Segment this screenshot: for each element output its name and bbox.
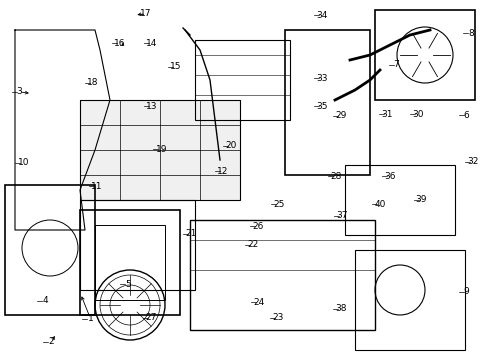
Bar xyxy=(285,30,369,175)
Text: 3: 3 xyxy=(17,87,22,96)
Bar xyxy=(80,200,195,290)
Text: 7: 7 xyxy=(393,60,399,69)
Text: 11: 11 xyxy=(91,182,102,191)
Text: 14: 14 xyxy=(145,39,157,48)
Text: 1: 1 xyxy=(87,314,93,323)
Text: 24: 24 xyxy=(253,298,264,307)
Text: 38: 38 xyxy=(335,304,346,313)
Bar xyxy=(354,250,464,350)
Text: 4: 4 xyxy=(42,296,48,305)
Text: 17: 17 xyxy=(140,9,151,18)
Text: 12: 12 xyxy=(217,166,228,175)
Text: 10: 10 xyxy=(18,158,29,167)
Text: 19: 19 xyxy=(155,145,167,154)
Text: 5: 5 xyxy=(125,280,131,289)
Text: 27: 27 xyxy=(144,313,156,322)
Bar xyxy=(80,100,240,200)
Text: 23: 23 xyxy=(271,313,283,322)
Bar xyxy=(190,220,374,330)
Text: 40: 40 xyxy=(374,200,386,209)
Text: 8: 8 xyxy=(468,29,473,37)
Text: 39: 39 xyxy=(415,195,427,204)
Text: 33: 33 xyxy=(315,74,327,83)
Text: 37: 37 xyxy=(336,211,347,220)
Text: 29: 29 xyxy=(335,112,346,120)
Text: 15: 15 xyxy=(170,62,182,71)
Text: 9: 9 xyxy=(463,287,468,296)
Text: 13: 13 xyxy=(145,102,157,111)
Bar xyxy=(345,165,454,235)
Text: 34: 34 xyxy=(315,10,327,19)
Bar xyxy=(5,185,95,315)
Bar xyxy=(374,10,474,100)
Text: 25: 25 xyxy=(272,200,284,209)
Text: 35: 35 xyxy=(315,102,327,111)
Bar xyxy=(195,40,289,120)
Bar xyxy=(80,210,180,315)
Text: 6: 6 xyxy=(463,111,468,120)
Text: 2: 2 xyxy=(48,338,54,346)
Text: 30: 30 xyxy=(411,110,423,119)
Text: 31: 31 xyxy=(381,110,392,119)
Text: 16: 16 xyxy=(114,39,125,48)
Text: 20: 20 xyxy=(224,141,236,150)
Text: 32: 32 xyxy=(467,158,478,166)
Text: 26: 26 xyxy=(252,222,264,231)
Text: 21: 21 xyxy=(184,230,196,238)
Text: 22: 22 xyxy=(246,240,258,249)
Text: 18: 18 xyxy=(87,78,99,87)
Text: 28: 28 xyxy=(330,172,342,181)
Text: 36: 36 xyxy=(384,172,395,181)
